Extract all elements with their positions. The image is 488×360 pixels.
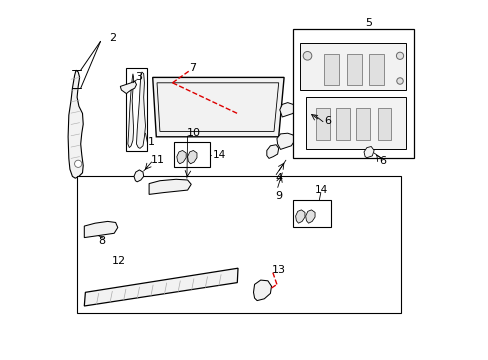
Polygon shape bbox=[276, 133, 294, 149]
Ellipse shape bbox=[237, 114, 248, 119]
Ellipse shape bbox=[262, 95, 273, 100]
Polygon shape bbox=[177, 150, 186, 164]
Ellipse shape bbox=[163, 86, 174, 90]
Polygon shape bbox=[68, 70, 83, 178]
Text: 5: 5 bbox=[365, 18, 371, 28]
Polygon shape bbox=[295, 210, 305, 223]
Ellipse shape bbox=[188, 124, 199, 128]
Ellipse shape bbox=[237, 95, 248, 100]
Ellipse shape bbox=[213, 105, 224, 109]
Bar bbox=[125, 68, 147, 151]
Text: 4: 4 bbox=[275, 173, 282, 183]
Ellipse shape bbox=[163, 114, 174, 119]
Ellipse shape bbox=[163, 105, 174, 109]
Bar bbox=[292, 200, 330, 227]
Text: 9: 9 bbox=[275, 191, 282, 201]
Circle shape bbox=[303, 51, 311, 60]
Text: 11: 11 bbox=[151, 155, 165, 165]
Text: 12: 12 bbox=[111, 256, 125, 266]
Ellipse shape bbox=[163, 124, 174, 128]
Polygon shape bbox=[136, 72, 145, 148]
Ellipse shape bbox=[213, 95, 224, 100]
Bar bbox=[368, 54, 383, 85]
Polygon shape bbox=[279, 103, 294, 117]
Ellipse shape bbox=[262, 105, 273, 109]
Polygon shape bbox=[363, 147, 373, 158]
Polygon shape bbox=[266, 145, 278, 158]
Bar bbox=[377, 108, 390, 140]
Text: 13: 13 bbox=[271, 265, 285, 275]
Polygon shape bbox=[84, 221, 118, 238]
Ellipse shape bbox=[384, 50, 392, 55]
Text: 6: 6 bbox=[379, 156, 386, 166]
Ellipse shape bbox=[188, 105, 199, 109]
Text: 1: 1 bbox=[148, 137, 155, 147]
Ellipse shape bbox=[237, 105, 248, 109]
Polygon shape bbox=[253, 280, 271, 301]
Bar bbox=[77, 176, 400, 313]
Ellipse shape bbox=[213, 114, 224, 119]
Text: 10: 10 bbox=[187, 128, 201, 138]
Ellipse shape bbox=[213, 86, 224, 90]
Circle shape bbox=[75, 160, 81, 167]
Circle shape bbox=[396, 78, 403, 84]
Bar bbox=[323, 54, 338, 85]
Ellipse shape bbox=[237, 86, 248, 90]
Polygon shape bbox=[187, 150, 197, 164]
Text: 14: 14 bbox=[315, 185, 328, 195]
Bar bbox=[174, 142, 210, 167]
Text: 6: 6 bbox=[323, 116, 330, 126]
Ellipse shape bbox=[188, 95, 199, 100]
Bar bbox=[346, 54, 362, 85]
Circle shape bbox=[396, 52, 403, 59]
Ellipse shape bbox=[262, 86, 273, 90]
Polygon shape bbox=[127, 74, 133, 148]
Text: 8: 8 bbox=[99, 236, 105, 246]
Text: 7: 7 bbox=[188, 63, 196, 73]
Ellipse shape bbox=[213, 124, 224, 128]
Polygon shape bbox=[305, 210, 314, 223]
Polygon shape bbox=[149, 179, 191, 194]
Ellipse shape bbox=[188, 86, 199, 90]
Polygon shape bbox=[305, 97, 406, 149]
Ellipse shape bbox=[163, 95, 174, 100]
Ellipse shape bbox=[188, 114, 199, 119]
Text: 2: 2 bbox=[109, 33, 117, 43]
Bar bbox=[316, 108, 329, 140]
Polygon shape bbox=[152, 77, 284, 137]
Polygon shape bbox=[120, 81, 136, 94]
Bar bbox=[292, 29, 413, 158]
Ellipse shape bbox=[262, 124, 273, 128]
Polygon shape bbox=[300, 43, 406, 90]
Text: 3: 3 bbox=[135, 72, 142, 82]
Polygon shape bbox=[134, 170, 143, 182]
Polygon shape bbox=[84, 268, 238, 306]
Bar bbox=[355, 108, 369, 140]
Ellipse shape bbox=[262, 114, 273, 119]
Ellipse shape bbox=[237, 124, 248, 128]
Text: 14: 14 bbox=[212, 150, 225, 160]
Bar bbox=[336, 108, 349, 140]
